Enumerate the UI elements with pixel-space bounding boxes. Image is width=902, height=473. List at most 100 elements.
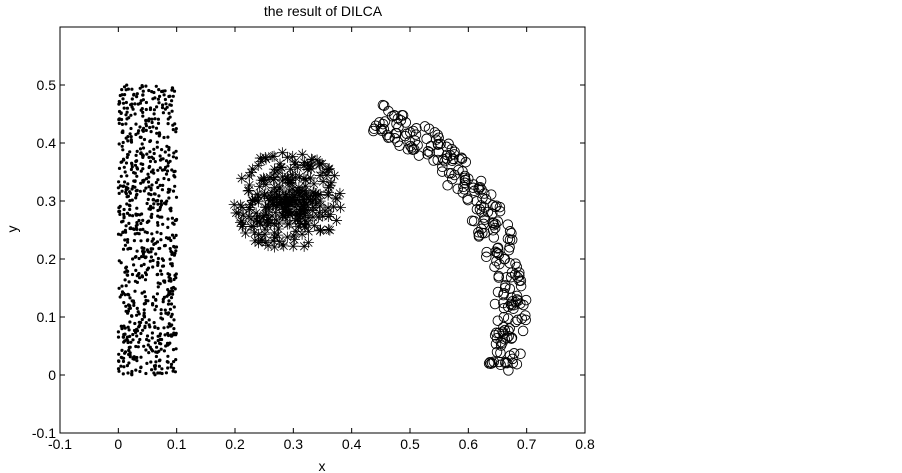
data-point-dot [160, 188, 164, 192]
data-point-dot [117, 109, 122, 114]
data-point-circle [468, 182, 479, 194]
data-point-dot [132, 239, 136, 243]
data-point-asterisk [290, 225, 302, 237]
plot-frame [59, 26, 586, 434]
data-point-dot [166, 217, 170, 221]
data-point-dot [127, 303, 131, 308]
data-point-asterisk [260, 153, 272, 165]
data-point-dot [138, 147, 143, 151]
data-point-asterisk [247, 163, 259, 175]
data-point-asterisk [263, 203, 275, 215]
data-point-circle [422, 146, 434, 157]
data-point-dot [132, 357, 136, 361]
data-point-dot [145, 361, 149, 365]
data-point-dot [152, 202, 156, 206]
data-point-dot [124, 284, 128, 288]
data-point-dot [127, 203, 131, 207]
data-point-circle [492, 247, 503, 259]
data-point-dot [151, 302, 155, 306]
data-point-asterisk [323, 186, 335, 198]
data-point-dot [141, 129, 145, 133]
data-point-asterisk [269, 241, 281, 253]
data-point-dot [129, 135, 133, 139]
data-point-asterisk [310, 198, 322, 210]
data-point-asterisk [252, 160, 264, 172]
data-point-dot [156, 334, 160, 338]
data-point-asterisk [259, 228, 271, 240]
data-point-dot [154, 180, 158, 185]
data-point-dot [128, 213, 132, 217]
data-point-circle [459, 174, 471, 186]
data-point-asterisk [230, 207, 242, 219]
data-point-dot [138, 125, 142, 129]
x-tick-label: 0.5 [400, 436, 420, 452]
data-point-dot [139, 355, 143, 359]
data-point-dot [144, 128, 148, 132]
data-point-dot [160, 337, 164, 342]
data-point-circle [429, 127, 441, 138]
data-point-circle [502, 233, 514, 244]
data-point-asterisk [251, 188, 263, 200]
data-point-dot [169, 362, 174, 366]
data-point-asterisk [271, 189, 283, 201]
data-point-dot [126, 371, 130, 375]
data-point-asterisk [267, 235, 279, 247]
data-point-asterisk [289, 201, 301, 213]
data-point-asterisk [269, 231, 281, 243]
data-point-circle [500, 280, 511, 291]
data-point-dot [133, 232, 137, 236]
data-point-asterisk [236, 201, 248, 213]
data-point-asterisk [259, 188, 271, 200]
data-point-asterisk [295, 217, 307, 229]
data-point-dot [141, 180, 145, 184]
data-point-dot [159, 269, 163, 273]
data-point-dot [135, 355, 139, 360]
data-point-dot [128, 191, 132, 195]
data-point-circle [389, 109, 400, 121]
data-point-dot [118, 212, 122, 216]
x-tick-label: 0.7 [517, 436, 537, 452]
data-point-dot [132, 328, 137, 333]
data-point-dot [147, 165, 151, 170]
data-point-dot [158, 154, 162, 158]
data-point-dot [126, 325, 130, 329]
data-point-asterisk [280, 203, 292, 215]
data-point-dot [158, 358, 162, 362]
data-point-dot [121, 359, 126, 363]
data-point-asterisk [249, 227, 261, 239]
data-point-dot [143, 324, 147, 328]
data-point-asterisk [261, 209, 273, 221]
data-point-dot [157, 101, 161, 105]
data-point-asterisk [314, 169, 326, 181]
data-point-dot [163, 97, 167, 102]
data-point-dot [152, 321, 156, 325]
data-point-dot [130, 373, 134, 377]
x-tick-label: 0.6 [459, 436, 479, 452]
data-point-dot [118, 184, 122, 188]
data-point-dot [123, 326, 127, 330]
data-point-dot [135, 166, 139, 170]
data-point-asterisk [287, 183, 299, 195]
data-point-asterisk [299, 221, 311, 233]
data-point-dot [134, 159, 138, 163]
data-point-dot [138, 189, 142, 193]
data-point-dot [135, 174, 139, 178]
data-point-dot [128, 334, 132, 338]
data-point-dot [118, 209, 122, 213]
data-point-asterisk [245, 167, 257, 179]
data-point-dot [142, 313, 146, 318]
data-point-dot [166, 122, 170, 126]
data-point-asterisk [314, 188, 326, 200]
data-point-dot [135, 334, 139, 338]
data-point-dot [134, 132, 138, 137]
data-point-circle [499, 324, 511, 336]
data-point-asterisk [285, 163, 297, 175]
data-point-dot [139, 331, 143, 336]
data-point-dot [166, 302, 171, 306]
data-point-dot [156, 221, 160, 225]
data-point-dot [156, 97, 160, 101]
data-point-dot [166, 164, 170, 168]
data-point-dot [151, 97, 155, 101]
data-point-dot [140, 255, 144, 259]
data-point-dot [165, 105, 169, 109]
